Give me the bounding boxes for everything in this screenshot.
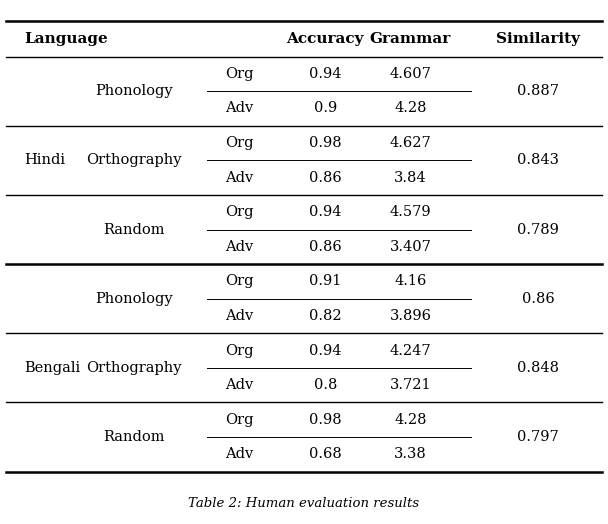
Text: Language: Language: [24, 32, 108, 46]
Text: 0.91: 0.91: [309, 275, 342, 288]
Text: 0.843: 0.843: [517, 154, 559, 167]
Text: 4.28: 4.28: [394, 413, 427, 427]
Text: 0.887: 0.887: [517, 84, 559, 98]
Text: 0.86: 0.86: [522, 292, 554, 305]
Text: 0.848: 0.848: [517, 361, 559, 375]
Text: Table 2: Human evaluation results: Table 2: Human evaluation results: [188, 497, 420, 509]
Text: 4.16: 4.16: [394, 275, 427, 288]
Text: 0.94: 0.94: [309, 67, 342, 81]
Text: Phonology: Phonology: [95, 292, 173, 305]
Text: 4.28: 4.28: [394, 102, 427, 115]
Text: 0.86: 0.86: [309, 240, 342, 254]
Text: 4.607: 4.607: [390, 67, 431, 81]
Text: Adv: Adv: [225, 102, 253, 115]
Text: 0.82: 0.82: [309, 309, 342, 323]
Text: 0.94: 0.94: [309, 344, 342, 357]
Text: Adv: Adv: [225, 447, 253, 461]
Text: 0.68: 0.68: [309, 447, 342, 461]
Text: 0.94: 0.94: [309, 205, 342, 219]
Text: 3.38: 3.38: [394, 447, 427, 461]
Text: Adv: Adv: [225, 171, 253, 184]
Text: Phonology: Phonology: [95, 84, 173, 98]
Text: 0.789: 0.789: [517, 223, 559, 236]
Text: Org: Org: [225, 344, 254, 357]
Text: Org: Org: [225, 136, 254, 150]
Text: 4.247: 4.247: [390, 344, 431, 357]
Text: Org: Org: [225, 67, 254, 81]
Text: Grammar: Grammar: [370, 32, 451, 46]
Text: 4.579: 4.579: [390, 205, 431, 219]
Text: 3.896: 3.896: [389, 309, 432, 323]
Text: Bengali: Bengali: [24, 361, 81, 375]
Text: Random: Random: [103, 430, 165, 444]
Text: Orthography: Orthography: [86, 361, 182, 375]
Text: Org: Org: [225, 205, 254, 219]
Text: Accuracy: Accuracy: [286, 32, 364, 46]
Text: 3.721: 3.721: [390, 378, 431, 392]
Text: 0.98: 0.98: [309, 413, 342, 427]
Text: 0.86: 0.86: [309, 171, 342, 184]
Text: 3.84: 3.84: [394, 171, 427, 184]
Text: Org: Org: [225, 413, 254, 427]
Text: Adv: Adv: [225, 240, 253, 254]
Text: Adv: Adv: [225, 309, 253, 323]
Text: Adv: Adv: [225, 378, 253, 392]
Text: 0.797: 0.797: [517, 430, 559, 444]
Text: 3.407: 3.407: [390, 240, 431, 254]
Text: Org: Org: [225, 275, 254, 288]
Text: Random: Random: [103, 223, 165, 236]
Text: Similarity: Similarity: [496, 32, 580, 46]
Text: 4.627: 4.627: [390, 136, 431, 150]
Text: 0.9: 0.9: [314, 102, 337, 115]
Text: 0.98: 0.98: [309, 136, 342, 150]
Text: Hindi: Hindi: [24, 154, 66, 167]
Text: Orthography: Orthography: [86, 154, 182, 167]
Text: 0.8: 0.8: [314, 378, 337, 392]
